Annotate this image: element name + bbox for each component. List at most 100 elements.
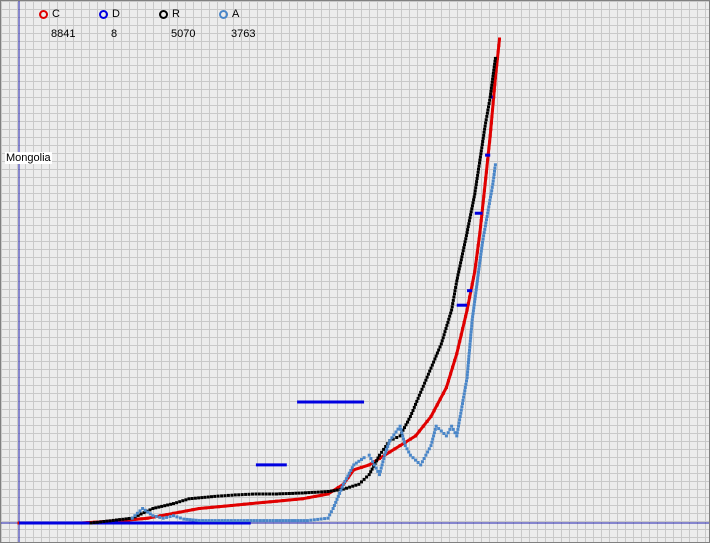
series-a-point-215 — [486, 208, 490, 212]
series-a-point-152 — [461, 402, 464, 406]
series-a-point-20 — [191, 518, 195, 522]
series-a-point-5 — [143, 508, 147, 512]
series-r-point-167 — [463, 240, 467, 244]
series-a-point-134 — [439, 429, 443, 433]
series-r-point-220 — [491, 77, 495, 81]
legend-item-r: R — [159, 8, 180, 20]
series-a-point-51 — [290, 519, 294, 523]
series-r-point-197 — [479, 149, 483, 153]
series-a-point-207 — [482, 234, 486, 238]
series-r-point-59 — [278, 492, 282, 496]
series-a-point-6 — [146, 510, 150, 514]
series-a-point-15 — [175, 515, 179, 519]
series-a-point-91 — [378, 473, 381, 477]
series-a-point-40 — [255, 519, 259, 523]
series-a-point-216 — [487, 205, 491, 209]
series-r-point-34 — [193, 496, 197, 500]
series-r-point-209 — [485, 111, 489, 115]
series-c-point-116 — [490, 114, 494, 118]
series-a-point-165 — [466, 361, 470, 364]
series-r-point-27 — [172, 502, 175, 506]
series-r-point-98 — [384, 445, 388, 448]
series-r-point-141 — [446, 320, 450, 324]
series-a-point-189 — [474, 288, 478, 292]
series-c-point-28 — [197, 507, 201, 510]
series-c-point-117 — [491, 108, 494, 112]
series-a-point-97 — [383, 453, 387, 457]
series-c-point-89 — [470, 282, 474, 286]
series-a-point-72 — [340, 485, 344, 489]
series-r-point-106 — [403, 426, 406, 430]
series-r-point-184 — [473, 189, 477, 193]
series-r-point-219 — [490, 80, 494, 84]
series-a-point-136 — [444, 434, 448, 438]
series-a-point-148 — [458, 415, 462, 418]
series-a-point-77 — [347, 471, 351, 475]
series-a-point-162 — [466, 370, 470, 374]
series-a-point-102 — [388, 439, 392, 443]
series-r-point-74 — [326, 490, 330, 493]
series-r-point-44 — [226, 493, 230, 497]
series-r-point-29 — [178, 500, 182, 504]
series-r-point-186 — [474, 183, 478, 187]
series-a-point-107 — [398, 424, 402, 428]
series-a-point-34 — [236, 519, 240, 523]
series-a-point-174 — [469, 333, 473, 337]
series-a-point-147 — [458, 418, 462, 422]
series-r-point-26 — [169, 502, 173, 506]
series-r-point-67 — [304, 491, 307, 495]
series-a-point-99 — [385, 447, 389, 451]
series-a-point-228 — [493, 166, 497, 170]
series-r-point-180 — [471, 201, 475, 205]
series-c-point-109 — [486, 158, 490, 162]
series-c-point-79 — [456, 345, 460, 349]
series-r-point-47 — [237, 493, 241, 497]
series-c-point-74 — [447, 379, 450, 383]
series-r-point-145 — [450, 308, 454, 312]
series-r-point-148 — [451, 298, 455, 302]
series-c-point-46 — [313, 494, 317, 498]
series-r-point-123 — [425, 375, 429, 379]
series-a-point-89 — [374, 466, 378, 470]
series-a-point-64 — [329, 510, 333, 514]
series-r-point-177 — [469, 210, 473, 214]
series-a-point-59 — [316, 517, 320, 521]
series-c-point-99 — [479, 219, 483, 222]
series-r-point-19 — [148, 508, 152, 512]
series-a-point-128 — [431, 437, 435, 441]
series-c-point-122 — [493, 76, 497, 80]
series-r-point-203 — [482, 130, 486, 134]
series-c-point-96 — [477, 237, 481, 241]
series-c-point-20 — [146, 516, 150, 520]
series-a-point-111 — [402, 437, 405, 441]
series-r-point-150 — [453, 292, 456, 296]
series-a-point-86 — [369, 457, 373, 460]
series-a-point-172 — [468, 339, 472, 343]
series-a-point-106 — [396, 427, 400, 431]
series-r-point-65 — [297, 491, 301, 495]
series-r-point-142 — [447, 317, 451, 321]
series-a-point-217 — [487, 202, 491, 206]
series-a-point-224 — [491, 179, 495, 183]
series-r-point-58 — [275, 492, 278, 496]
series-c-point-121 — [493, 82, 497, 86]
series-a-point-124 — [426, 450, 430, 454]
series-r-point-88 — [367, 473, 371, 477]
series-c-point-104 — [482, 188, 486, 192]
series-a-point-33 — [233, 519, 237, 523]
series-r-point-151 — [453, 289, 457, 293]
series-r-point-72 — [320, 490, 324, 494]
series-r-point-75 — [329, 489, 333, 493]
series-r-point-111 — [410, 412, 414, 415]
series-r-point-226 — [493, 59, 497, 63]
series-r-point-119 — [420, 387, 424, 391]
series-r-point-216 — [489, 89, 493, 93]
series-r-point-129 — [433, 357, 437, 361]
series-r-point-46 — [233, 493, 237, 497]
series-c-point-128 — [498, 37, 501, 41]
series-c-point-67 — [425, 419, 429, 423]
series-c-point-23 — [165, 513, 169, 516]
series-r-point-188 — [475, 177, 479, 180]
series-a-point-198 — [478, 261, 482, 265]
series-a-point-82 — [357, 459, 361, 463]
